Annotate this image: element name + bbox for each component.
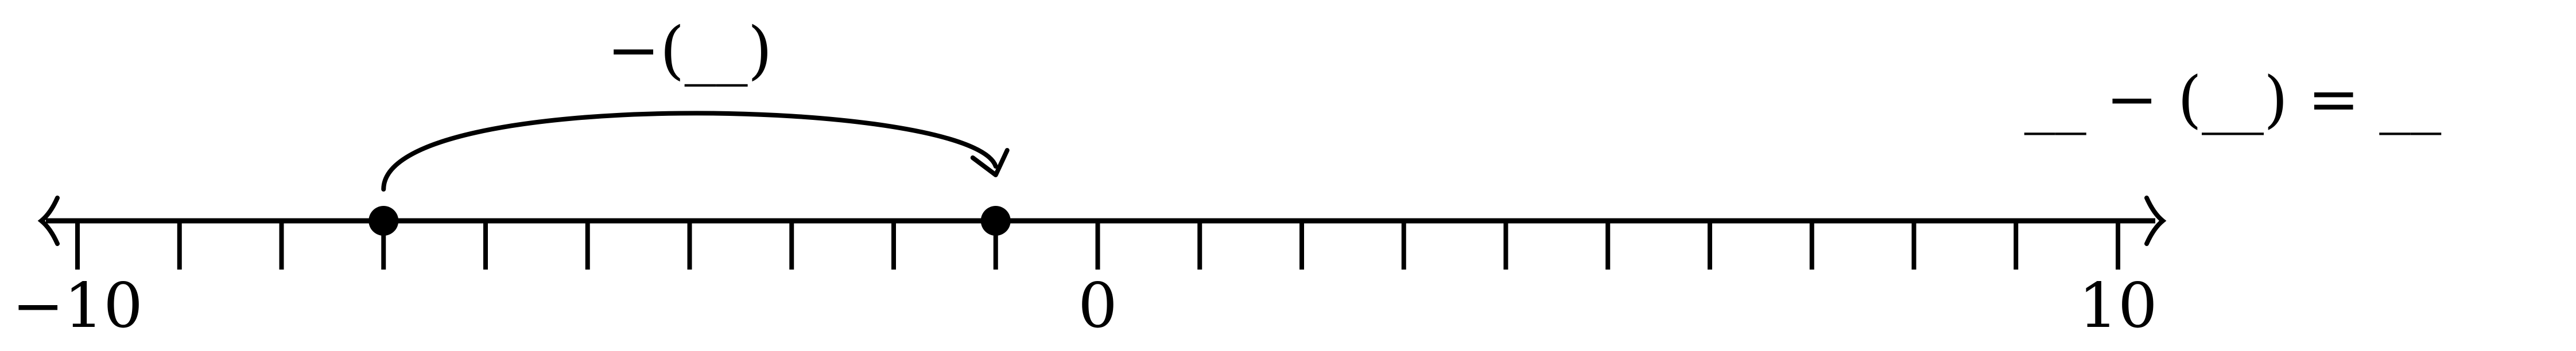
left-arrow-head — [37, 196, 60, 246]
point-start — [368, 206, 399, 236]
jump-label: −(__) — [607, 13, 773, 87]
equation-text: __ − (__) = __ — [2024, 64, 2442, 135]
tick-label-10: 10 — [2078, 270, 2157, 342]
tick-labels: −10 0 10 — [12, 270, 2158, 342]
jump-arc — [381, 111, 998, 192]
point-end — [980, 206, 1011, 236]
tick-label-0: 0 — [1078, 270, 1118, 342]
jump-arrow-head — [970, 148, 1010, 177]
right-arrow-head — [2144, 196, 2167, 246]
point-label-start: __ — [352, 283, 414, 351]
tick-marks — [75, 221, 2120, 270]
point-label-end: __ — [965, 283, 1027, 351]
points: __ __ — [352, 206, 1027, 351]
tick-label--10: −10 — [12, 270, 143, 342]
